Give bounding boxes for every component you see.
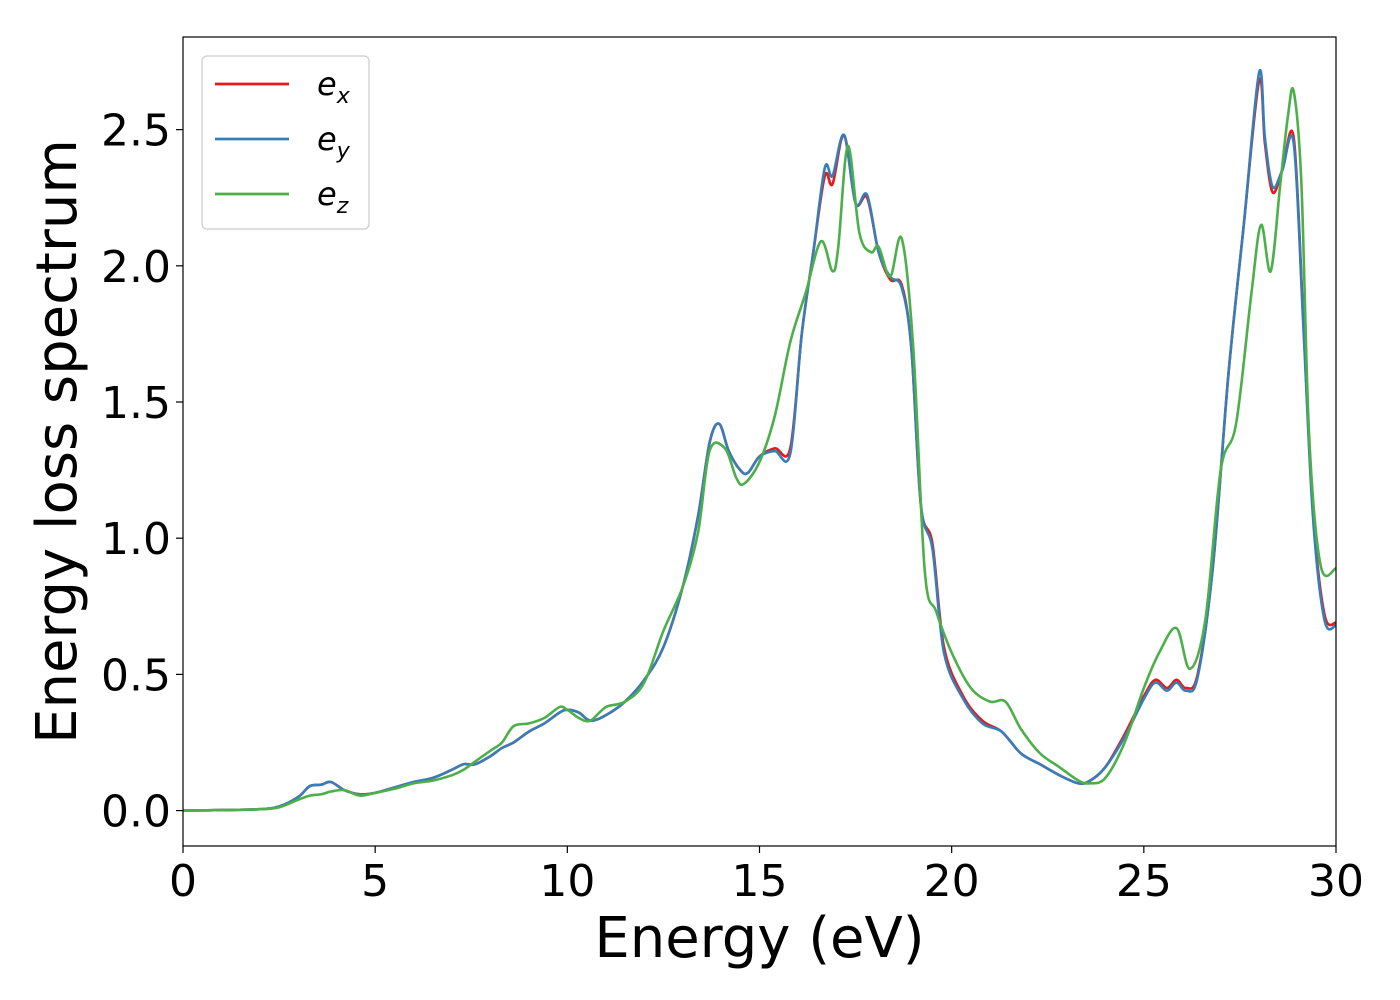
y-tick-label: 1.0 [101,514,171,565]
x-tick-label: 20 [924,856,980,907]
legend-label-ex: ex [317,65,351,109]
x-tick-label: 0 [169,856,197,907]
series-line-e-y [183,68,1336,812]
legend-box [201,55,370,230]
x-tick-label: 5 [361,856,389,907]
y-tick-label: 0.0 [101,787,171,838]
y-tick-label: 2.0 [101,242,171,293]
y-axis-label: Energy loss spectrum [25,139,90,744]
x-axis-label: Energy (eV) [594,906,924,971]
x-tick-label: 25 [1116,856,1172,907]
legend-label-ey: ey [317,120,351,164]
axis-layer: 0 5 10 15 20 25 30 0.0 0.5 1.0 1.5 2.0 2.5 [101,106,1364,907]
y-tick-label: 0.5 [101,650,171,701]
series-line-e-z [183,87,1336,812]
y-tick-label: 1.5 [101,378,171,429]
series-layer [183,68,1336,812]
legend: ex ey ez [201,55,370,230]
x-tick-label: 10 [539,856,595,907]
x-tick-label: 30 [1308,856,1364,907]
x-tick-label: 15 [732,856,788,907]
legend-label-ez: ez [317,175,349,219]
y-tick-label: 2.5 [101,106,171,157]
